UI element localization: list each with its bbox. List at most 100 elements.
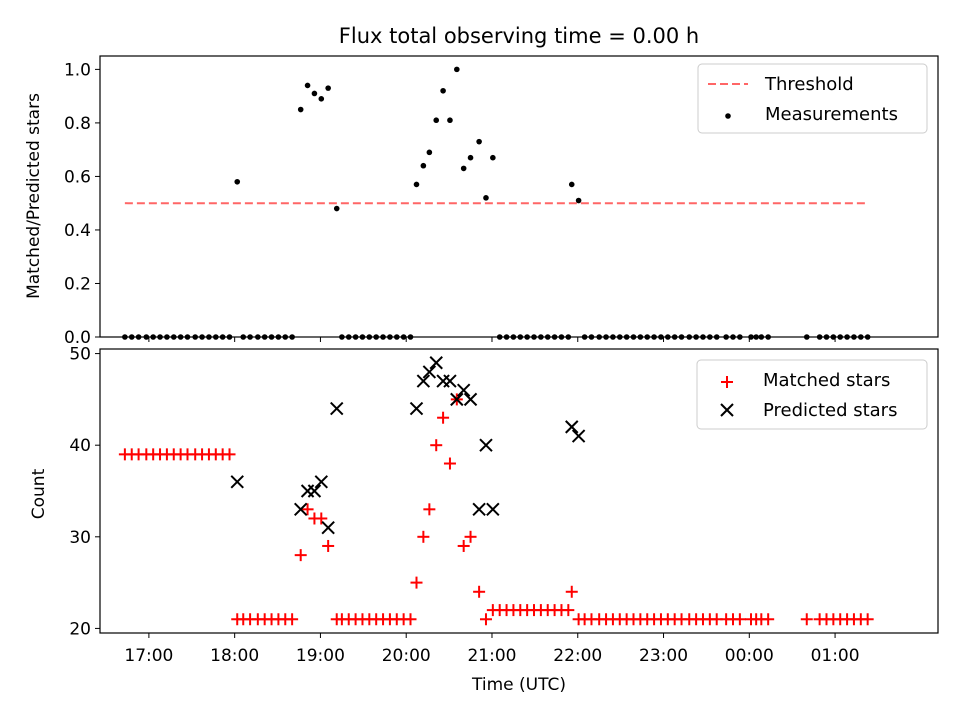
bottom-y-tick-label: 40 <box>69 436 91 456</box>
matched-star-point <box>762 613 775 626</box>
legend-predicted-swatch <box>720 403 734 417</box>
bottom-y-tick-label: 50 <box>69 345 91 365</box>
measurement-point <box>476 138 482 145</box>
predicted-star-point <box>450 392 464 407</box>
legend-matched-swatch <box>721 376 733 388</box>
measurement-point <box>460 165 467 172</box>
bottom-y-axis-label: Count <box>29 468 49 519</box>
bottom-legend: Matched stars Predicted stars <box>696 359 928 430</box>
predicted-star-point <box>565 420 579 434</box>
bottom-y-tick-label: 20 <box>69 619 91 639</box>
matched-star-point <box>322 539 335 552</box>
legend-measurements-swatch <box>725 113 731 119</box>
matched-star-point <box>861 613 874 626</box>
matched-star-point <box>479 613 492 626</box>
matched-star-point <box>437 411 450 424</box>
bottom-y-tick-label: 30 <box>69 528 91 548</box>
measurement-point <box>490 154 496 161</box>
top-y-axis-label: Matched/Predicted stars <box>24 93 44 299</box>
x-tick-label: 17:00 <box>124 646 173 666</box>
matched-star-point <box>800 613 813 626</box>
measurement-point <box>440 87 446 94</box>
top-y-tick-label: 1.0 <box>64 60 91 80</box>
legend-measurements-label: Measurements <box>765 104 898 125</box>
predicted-star-point <box>314 475 329 489</box>
matched-star-point <box>286 613 299 626</box>
matched-star-point <box>404 613 417 626</box>
predicted-star-point <box>486 502 500 517</box>
x-tick-label: 00:00 <box>725 646 774 666</box>
predicted-star-point <box>463 392 478 407</box>
measurement-point <box>575 197 582 204</box>
matched-star-point <box>294 549 307 562</box>
predicted-star-point <box>479 438 493 452</box>
measurement-point <box>426 149 433 156</box>
measurement-point <box>311 90 318 97</box>
measurement-point <box>454 66 460 73</box>
matched-star-point <box>562 604 575 617</box>
matched-star-point <box>733 613 746 626</box>
predicted-star-point <box>416 374 431 388</box>
bottom-legend-box <box>696 359 928 430</box>
measurement-point <box>325 85 331 91</box>
legend-threshold-label: Threshold <box>764 74 854 95</box>
matched-star-point <box>417 530 430 543</box>
legend-predicted-label: Predicted stars <box>763 400 897 421</box>
measurement-point <box>568 181 575 188</box>
bottom-axes-frame <box>99 348 939 634</box>
measurement-point <box>413 181 420 188</box>
top-plot-area: 0.0 0.2 0.4 0.6 0.8 1.0 <box>64 60 871 348</box>
predicted-star-point <box>321 520 335 535</box>
predicted-star-point <box>409 401 424 416</box>
top-y-tick-label: 0.6 <box>64 167 91 187</box>
predicted-star-point <box>571 429 586 443</box>
measurement-point <box>467 154 474 161</box>
matched-star-point <box>464 530 477 543</box>
predicted-star-point <box>472 502 486 517</box>
x-axis-label: Time (UTC) <box>471 675 566 695</box>
bottom-plot-area: 20 30 40 50 17:00 18:00 19:00 20:00 21:00 22:00 23… <box>69 345 874 666</box>
x-tick-label: 21:00 <box>467 646 516 666</box>
x-tick-label: 22:00 <box>553 646 602 666</box>
legend-matched-label: Matched stars <box>763 370 890 391</box>
top-y-tick-label: 0.2 <box>64 274 91 294</box>
matched-star-point <box>410 576 423 589</box>
x-tick-label: 19:00 <box>296 646 345 666</box>
predicted-star-point <box>294 502 308 517</box>
matched-star-point <box>430 439 443 452</box>
matched-star-point <box>315 512 328 525</box>
top-legend-box <box>697 63 928 134</box>
matched-star-point <box>301 503 314 516</box>
predicted-star-point <box>422 365 437 379</box>
matched-star-point <box>423 503 436 516</box>
measurement-point <box>297 106 304 113</box>
predicted-star-point <box>443 374 457 388</box>
predicted-star-point <box>330 401 344 416</box>
measurement-point <box>234 178 241 185</box>
matched-star-point <box>473 585 486 598</box>
predicted-star-point <box>307 484 322 498</box>
predicted-star-point <box>230 475 244 489</box>
top-y-tick-label: 0.8 <box>64 114 91 134</box>
x-tick-label: 01:00 <box>811 646 860 666</box>
top-legend: Threshold Measurements <box>697 63 928 134</box>
x-tick-label: 20:00 <box>382 646 431 666</box>
chart-title: Flux total observing time = 0.00 h <box>339 24 699 48</box>
x-tick-label: 18:00 <box>210 646 259 666</box>
predicted-star-point <box>456 383 471 397</box>
predicted-star-point <box>429 356 443 370</box>
top-axes-frame <box>99 55 939 338</box>
matched-star-point <box>565 585 578 598</box>
top-y-tick-label: 0.0 <box>64 328 91 348</box>
measurement-point <box>447 117 453 124</box>
matched-star-point <box>443 457 456 470</box>
top-y-tick-label: 0.4 <box>64 221 91 241</box>
measurement-point <box>318 96 325 102</box>
x-tick-label: 23:00 <box>639 646 688 666</box>
measurement-point <box>433 117 440 124</box>
measurement-point <box>304 82 311 89</box>
matched-star-point <box>457 539 470 552</box>
measurement-point <box>483 195 489 201</box>
measurement-point <box>420 162 427 169</box>
